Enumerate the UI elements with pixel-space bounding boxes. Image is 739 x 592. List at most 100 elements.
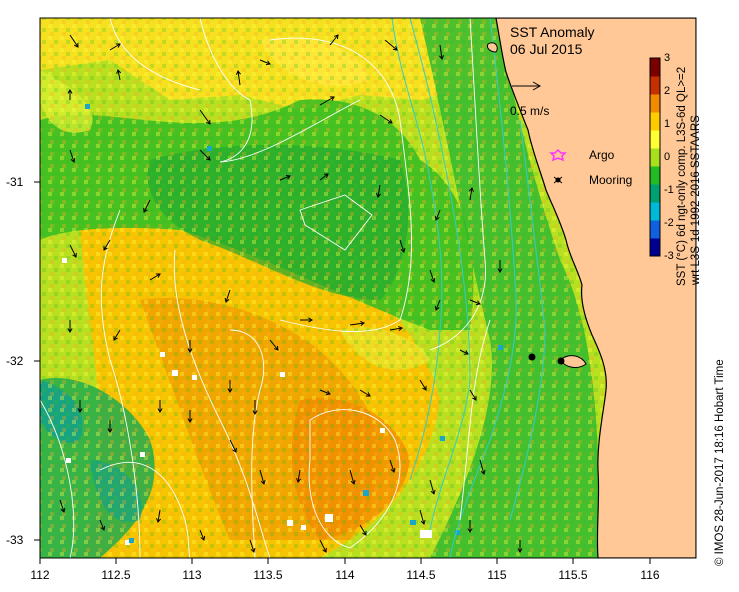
- colorbar-segment: [650, 148, 660, 167]
- x-tick-label: 116: [640, 568, 660, 582]
- current-arrow-head: [157, 408, 163, 413]
- current-arrow-head: [468, 187, 474, 192]
- current-arrow: [429, 269, 435, 283]
- current-arrow-head: [156, 518, 162, 523]
- current-arrow-head: [115, 43, 121, 48]
- isobaths: [391, 18, 546, 558]
- argo-marker: [549, 148, 567, 162]
- current-arrow-head: [434, 305, 440, 311]
- current-arrow: [103, 239, 111, 251]
- colorbar-segment: [650, 76, 660, 95]
- map-title-line1: SST Anomaly: [510, 24, 595, 40]
- current-arrow: [349, 469, 355, 485]
- current-arrow-head: [155, 273, 161, 278]
- current-arrow: [435, 209, 441, 221]
- ssh-contours: [40, 18, 491, 558]
- mooring-legend-marker: [553, 176, 563, 184]
- island: [487, 42, 498, 53]
- current-arrow-head: [67, 328, 73, 333]
- current-arrow-head: [113, 335, 118, 341]
- current-arrow: [379, 114, 393, 124]
- current-arrow-head: [227, 388, 233, 393]
- current-arrow-head: [265, 60, 271, 66]
- sst-field: [40, 18, 696, 558]
- current-arrow-head: [329, 96, 335, 101]
- x-tick-label: 112: [30, 568, 50, 582]
- x-tick-label: 113: [182, 568, 202, 582]
- colorbar-segment: [650, 238, 660, 257]
- current-arrow-head: [107, 428, 113, 433]
- current-arrow: [259, 59, 271, 65]
- colorbar: [649, 57, 661, 257]
- map-title-line2: 06 Jul 2015: [510, 41, 583, 57]
- current-arrow: [59, 499, 65, 513]
- land: [495, 18, 696, 558]
- current-arrow-head: [333, 34, 339, 40]
- y-tick-label: -33: [6, 533, 24, 547]
- current-arrow-head: [392, 45, 398, 51]
- current-arrow-head: [480, 469, 486, 475]
- scale-arrow: [512, 81, 542, 91]
- current-arrow: [199, 109, 211, 125]
- current-arrow-head: [497, 268, 503, 273]
- current-arrow: [117, 69, 121, 81]
- colorbar-tick-label: -2: [664, 217, 674, 229]
- x-tick-label: 112.5: [101, 568, 131, 582]
- current-arrow: [99, 519, 105, 531]
- current-arrow: [439, 44, 443, 60]
- current-arrow: [297, 469, 301, 483]
- colorbar-label-line1: SST (°C) 6d ngt-only comp. L3S-6d QL>=2: [676, 66, 688, 286]
- legend-argo-label: Argo: [589, 148, 615, 162]
- colorbar-segment: [650, 130, 660, 149]
- current-arrow: [377, 184, 381, 198]
- colorbar-segment: [650, 184, 660, 203]
- current-arrow-head: [362, 530, 367, 536]
- current-arrow: [479, 459, 485, 475]
- x-tick-label: 113.5: [253, 568, 283, 582]
- current-arrow: [279, 175, 291, 181]
- no-data-pixels: [62, 258, 432, 545]
- current-arrow-head: [273, 345, 279, 351]
- current-arrow: [259, 469, 265, 485]
- scale-label: 0.5 m/s: [510, 104, 550, 118]
- current-arrow-head: [205, 155, 211, 161]
- current-arrow: [199, 529, 205, 541]
- current-arrow-head: [323, 173, 329, 178]
- current-arrow-head: [232, 447, 237, 453]
- current-arrow-head: [260, 479, 266, 485]
- current-arrow: [229, 439, 237, 453]
- colorbar-tick-label: -1: [664, 184, 674, 196]
- current-arrow-head: [322, 547, 327, 553]
- current-arrow: [319, 539, 327, 553]
- current-arrow-head: [206, 119, 211, 125]
- mooring-marker: [557, 357, 565, 365]
- current-arrow: [69, 149, 75, 163]
- current-arrow-head: [67, 89, 73, 94]
- current-arrow-head: [390, 467, 396, 473]
- current-arrow: [109, 43, 121, 51]
- current-arrow-head: [430, 277, 436, 283]
- current-arrow: [319, 96, 335, 106]
- colorbar-segment: [650, 112, 660, 131]
- current-arrow: [399, 239, 405, 253]
- current-arrow-head: [116, 69, 122, 75]
- current-arrow-head: [376, 193, 382, 198]
- colorbar-tick-label: 3: [664, 52, 671, 64]
- current-arrows: [59, 34, 523, 553]
- current-arrow-head: [72, 252, 77, 258]
- current-arrow-head: [308, 317, 313, 323]
- current-arrow: [469, 389, 477, 401]
- current-arrow-head: [187, 418, 193, 423]
- axis-ticks: [34, 181, 651, 564]
- current-arrow: [329, 34, 339, 46]
- current-arrow: [384, 39, 398, 51]
- legend-mooring-label: Mooring: [589, 173, 633, 187]
- x-tick-label: 114.5: [406, 568, 436, 582]
- colorbar-segment: [650, 220, 660, 239]
- colorbar-tick-label: 2: [664, 85, 671, 97]
- current-arrow-head: [100, 525, 106, 531]
- current-arrow-head: [475, 300, 481, 306]
- current-arrow: [429, 479, 435, 495]
- plot-frame: [39, 17, 697, 559]
